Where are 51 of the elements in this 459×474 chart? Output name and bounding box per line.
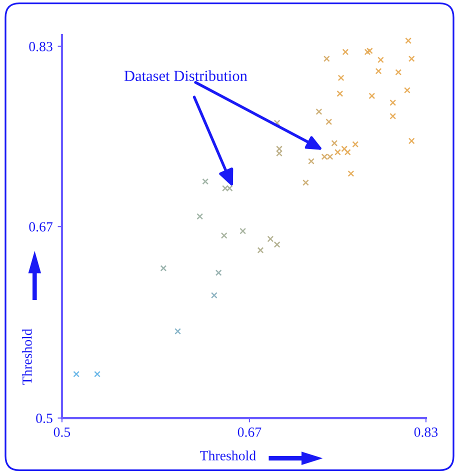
point [276,146,282,152]
point [344,149,351,156]
point [404,87,410,94]
point [276,150,282,157]
x-tick-label: 0.5 [54,427,70,437]
point [215,270,222,276]
x-axis-title: Threshold [200,450,256,460]
point [73,370,80,378]
point [274,241,280,248]
point [364,48,371,56]
point [274,120,280,126]
y-tick-label: 0.67 [29,222,53,232]
y-axis-title: Threshold [22,328,32,385]
point [316,108,322,115]
point [240,228,246,234]
point [348,170,354,177]
point [302,179,309,186]
point [368,92,376,100]
point [334,149,341,156]
annotation: Dataset Distribution [124,70,248,82]
point [338,74,344,82]
point [408,138,415,144]
point [323,56,330,62]
y-tick-label: 0.83 [29,42,52,52]
point [336,90,344,97]
point [160,265,167,272]
point [390,99,396,106]
point [378,56,384,64]
point [331,140,338,146]
point [395,69,402,76]
point [326,118,332,126]
point [408,56,415,62]
point [390,112,396,120]
x-tick-label: 0.67 [238,427,262,437]
point [196,213,204,220]
point [267,236,274,242]
y-tick-label: 0.5 [36,414,52,424]
x-tick-label: 0.83 [414,427,438,437]
point [220,232,228,239]
point [366,48,373,54]
point [202,178,209,185]
point [375,68,382,74]
point [257,247,264,254]
point [174,328,181,335]
point [308,158,314,164]
point [341,146,348,152]
point [352,141,359,148]
point [342,48,349,56]
point [94,370,100,378]
point [210,292,218,299]
point [405,37,412,44]
